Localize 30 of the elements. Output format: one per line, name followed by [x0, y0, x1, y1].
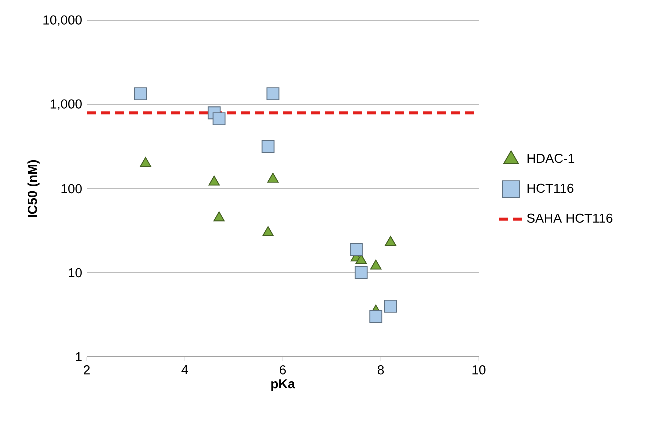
y-tick-label: 10	[69, 268, 82, 278]
legend-label: HDAC-1	[528, 154, 575, 164]
x-tick-label: 4	[182, 366, 188, 374]
point	[350, 243, 363, 256]
point	[140, 157, 152, 168]
y-axis-title: IC50 (nM)	[28, 160, 40, 218]
point	[134, 88, 148, 100]
point	[266, 88, 280, 100]
point	[370, 260, 382, 270]
point	[214, 212, 225, 222]
x-tick-label: 10	[472, 366, 486, 375]
point	[370, 310, 383, 324]
x-tick-label: 8	[378, 366, 384, 375]
point	[354, 266, 368, 280]
y-tick-label: 1,000	[50, 100, 82, 110]
point	[384, 300, 398, 313]
x-axis-title: pKa	[272, 380, 296, 392]
point	[212, 112, 226, 126]
x-tick-label: 2	[84, 366, 90, 375]
legend-label: HCT116	[528, 184, 574, 194]
point	[262, 226, 274, 236]
point	[385, 236, 396, 246]
legend-label: SAHA HCT116	[527, 214, 613, 224]
x-tick-label: 6	[280, 366, 286, 375]
point	[268, 172, 279, 183]
point	[262, 140, 275, 154]
y-tick-label: 10,000	[44, 16, 82, 26]
point	[208, 176, 220, 186]
y-tick-label: 100	[62, 184, 82, 194]
y-tick-label: 1	[76, 352, 82, 362]
